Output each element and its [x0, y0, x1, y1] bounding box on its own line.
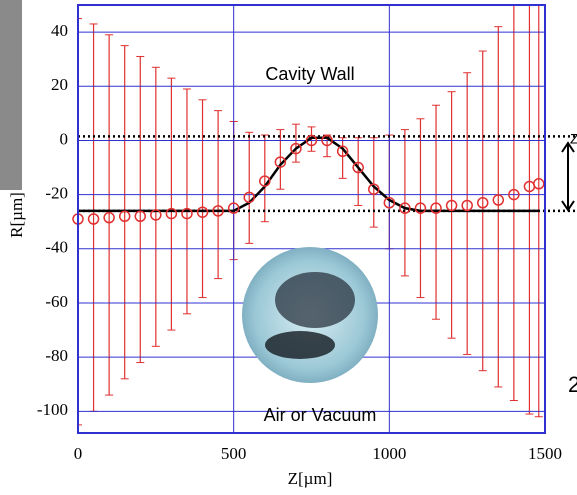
- data-point: [243, 191, 255, 204]
- x-axis-label: Z[µm]: [288, 469, 333, 488]
- y-tick-label: 40: [51, 21, 68, 40]
- data-point: [181, 207, 193, 220]
- plot-border: [77, 4, 546, 434]
- fit-line: [78, 136, 539, 213]
- data-point: [399, 202, 411, 214]
- data-point: [461, 199, 473, 212]
- data-point: [492, 194, 505, 206]
- data-point: [476, 196, 489, 209]
- y-axis-label: R[µm]: [7, 192, 26, 238]
- annotation: 2: [568, 372, 577, 397]
- y-tick-label: 20: [51, 75, 68, 94]
- x-tick-label: 1000: [372, 444, 406, 463]
- data-point: [290, 142, 302, 155]
- data-point: [368, 183, 380, 195]
- data-point: [352, 161, 364, 174]
- annotation: Z: [570, 131, 577, 147]
- data-point: [336, 145, 349, 158]
- data-point: [305, 134, 318, 147]
- y-tick-label: -40: [45, 238, 68, 257]
- data-point: [103, 211, 115, 224]
- data-point: [430, 202, 442, 214]
- data-point: [212, 205, 224, 217]
- x-tick-label: 0: [74, 444, 83, 463]
- data-point: [87, 213, 100, 225]
- y-tick-label: -20: [45, 184, 68, 203]
- data-point: [383, 196, 396, 209]
- inset-photo-detail: [275, 272, 355, 328]
- x-tick-label: 1500: [528, 444, 562, 463]
- data-point: [533, 178, 545, 190]
- x-tick-label: 500: [221, 444, 247, 463]
- data-point: [508, 188, 520, 201]
- y-tick-label: -80: [45, 346, 68, 365]
- plot-area: [78, 5, 543, 426]
- texture-image: [0, 0, 22, 190]
- data-point: [414, 202, 427, 214]
- annotation: Cavity Wall: [265, 64, 354, 84]
- inset-photo-detail: [265, 331, 335, 359]
- data-point: [150, 209, 162, 221]
- y-tick-label: -100: [37, 400, 68, 419]
- data-point: [165, 207, 178, 220]
- data-point: [274, 156, 287, 168]
- y-tick-label: -60: [45, 292, 68, 311]
- y-tick-label: 0: [60, 129, 69, 148]
- data-point: [227, 202, 240, 214]
- data-point: [134, 210, 147, 223]
- data-point: [259, 175, 271, 187]
- data-point: [445, 199, 458, 212]
- annotation: Air or Vacuum: [264, 405, 377, 425]
- data-point: [321, 134, 333, 147]
- data-point: [196, 206, 209, 218]
- data-point: [118, 210, 131, 223]
